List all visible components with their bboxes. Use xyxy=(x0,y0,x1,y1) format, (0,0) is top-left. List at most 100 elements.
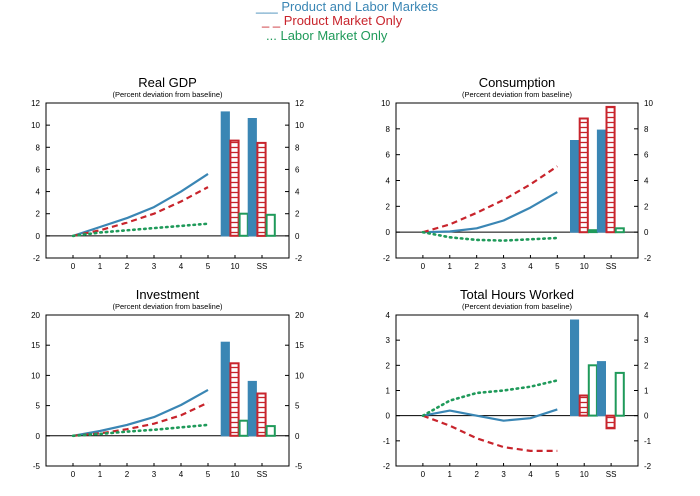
series-line-3 xyxy=(421,230,559,242)
x-tick-label: SS xyxy=(606,262,617,271)
x-tick-label: 1 xyxy=(98,470,103,479)
y-tick-label-right: 4 xyxy=(295,188,300,197)
x-tick-label: 5 xyxy=(555,470,560,479)
chart-subtitle: (Percent deviation from baseline) xyxy=(112,90,223,99)
y-tick-label-right: 8 xyxy=(644,125,649,134)
bar-ss-series-2 xyxy=(605,105,616,234)
chart-panel-1: Real GDP(Percent deviation from baseline… xyxy=(31,75,304,271)
bar-10-series-2 xyxy=(229,139,240,237)
x-tick-label: 4 xyxy=(528,470,533,479)
y-tick-label-left: -2 xyxy=(383,254,391,263)
y-tick-label-right: 3 xyxy=(644,336,649,345)
y-tick-label-right: -1 xyxy=(644,437,652,446)
legend: ___ Product and Labor Markets _ _ Produc… xyxy=(0,0,700,48)
y-tick-label-right: 0 xyxy=(295,232,300,241)
bar-ss-series-3 xyxy=(614,371,625,417)
bar-10-series-2 xyxy=(578,117,589,234)
x-tick-label: 10 xyxy=(231,470,240,479)
x-tick-label: 0 xyxy=(71,470,76,479)
series-line-1 xyxy=(72,172,209,237)
y-tick-label-right: 4 xyxy=(644,177,649,186)
y-tick-label-right: 2 xyxy=(644,202,649,211)
x-tick-label: 2 xyxy=(474,262,479,271)
x-tick-label: 3 xyxy=(152,262,157,271)
y-tick-label-left: 10 xyxy=(31,121,40,130)
x-tick-label: 3 xyxy=(501,470,506,479)
legend-marker-product-only: _ _ xyxy=(262,13,281,28)
legend-label-product-and-labor: Product and Labor Markets xyxy=(281,0,439,14)
x-tick-label: SS xyxy=(257,470,268,479)
chart-subtitle: (Percent deviation from baseline) xyxy=(462,302,573,311)
x-tick-label: 2 xyxy=(125,262,130,271)
series-line-1 xyxy=(422,191,558,234)
x-tick-label: SS xyxy=(606,470,617,479)
legend-item-labor-only: ... Labor Market Only xyxy=(266,29,387,43)
x-tick-label: 10 xyxy=(580,262,589,271)
y-tick-label-right: -5 xyxy=(295,462,303,471)
chart-title: Investment xyxy=(136,287,200,302)
y-tick-label-right: 5 xyxy=(295,402,300,411)
bar-10-series-1 xyxy=(220,111,230,237)
legend-item-product-only: _ _ Product Market Only xyxy=(262,14,402,28)
x-tick-label: 1 xyxy=(448,470,453,479)
x-tick-label: 2 xyxy=(474,470,479,479)
x-tick-label: 10 xyxy=(580,470,589,479)
series-line-1 xyxy=(72,388,209,437)
series-line-2 xyxy=(422,414,558,452)
y-tick-label-left: -5 xyxy=(33,462,41,471)
chart-title: Consumption xyxy=(479,75,556,90)
y-tick-label-left: 20 xyxy=(31,311,40,320)
x-tick-label: 4 xyxy=(179,262,184,271)
x-tick-label: 4 xyxy=(179,470,184,479)
bar-10-series-3 xyxy=(587,364,598,417)
bar-10-series-2 xyxy=(578,394,589,417)
series-line-1 xyxy=(422,408,558,422)
y-tick-label-left: 15 xyxy=(31,341,40,350)
x-tick-label: SS xyxy=(257,262,268,271)
bar-ss-series-3 xyxy=(265,425,276,437)
x-tick-label: 3 xyxy=(501,262,506,271)
legend-label-product-only: Product Market Only xyxy=(283,13,403,28)
bar-ss-series-2 xyxy=(605,414,616,430)
legend-label-labor-only: Labor Market Only xyxy=(280,28,388,43)
y-tick-label-right: 0 xyxy=(644,412,649,421)
series-line-2 xyxy=(72,186,209,237)
x-tick-label: 5 xyxy=(206,470,211,479)
y-tick-label-right: 8 xyxy=(295,143,300,152)
x-tick-label: 0 xyxy=(421,262,426,271)
bar-10-series-1 xyxy=(570,319,580,417)
y-tick-label-left: 2 xyxy=(386,361,391,370)
x-tick-label: 4 xyxy=(528,262,533,271)
series-line-3 xyxy=(71,423,210,438)
y-tick-label-left: 0 xyxy=(36,432,41,441)
bar-10-series-3 xyxy=(238,419,249,437)
y-tick-label-right: 0 xyxy=(295,432,300,441)
y-tick-label-right: 10 xyxy=(644,99,653,108)
y-tick-label-left: 3 xyxy=(386,336,391,345)
bar-ss-series-1 xyxy=(247,118,257,237)
legend-marker-product-and-labor: ___ xyxy=(256,0,278,14)
series-line-3 xyxy=(421,379,559,418)
y-tick-label-right: 6 xyxy=(644,151,649,160)
chart-subtitle: (Percent deviation from baseline) xyxy=(112,302,223,311)
x-tick-label: 3 xyxy=(152,470,157,479)
y-tick-label-right: 10 xyxy=(295,121,304,130)
x-tick-label: 0 xyxy=(71,262,76,271)
y-tick-label-right: -2 xyxy=(644,462,652,471)
x-tick-label: 10 xyxy=(231,262,240,271)
y-tick-label-left: -1 xyxy=(383,437,391,446)
bar-ss-series-1 xyxy=(247,380,257,437)
y-tick-label-right: -2 xyxy=(295,254,303,263)
y-tick-label-left: 4 xyxy=(36,188,41,197)
bar-ss-series-1 xyxy=(596,361,607,417)
bar-10-series-3 xyxy=(587,229,598,234)
chart-panel-3: Investment(Percent deviation from baseli… xyxy=(31,287,304,479)
y-tick-label-left: 5 xyxy=(36,402,41,411)
y-tick-label-left: 0 xyxy=(36,232,41,241)
y-tick-label-left: 10 xyxy=(31,371,40,380)
chart-panel-4: Total Hours Worked(Percent deviation fro… xyxy=(383,287,652,479)
y-tick-label-right: 2 xyxy=(644,361,649,370)
y-tick-label-left: 2 xyxy=(36,210,41,219)
y-tick-label-right: 0 xyxy=(644,228,649,237)
